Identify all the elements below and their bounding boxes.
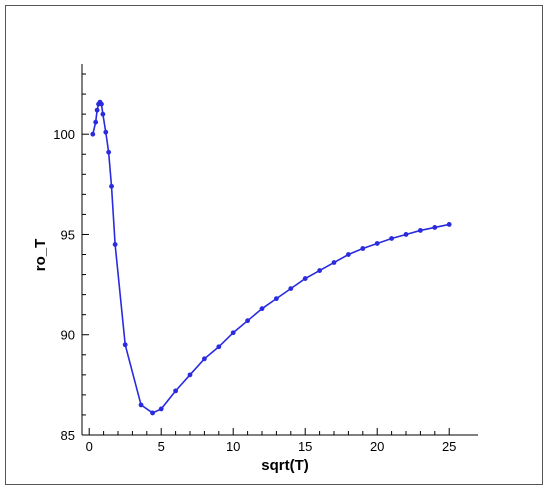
data-point	[403, 232, 409, 237]
data-point	[259, 306, 265, 312]
data-point	[109, 183, 114, 189]
data-point	[418, 228, 423, 233]
data-point	[93, 119, 99, 125]
data-point	[94, 107, 100, 113]
y-tick-label: 85	[61, 428, 75, 443]
data-point	[346, 252, 351, 257]
data-point	[150, 410, 155, 416]
y-axis-title: ro_T	[32, 239, 49, 272]
data-point	[245, 318, 251, 324]
data-point	[138, 402, 144, 408]
data-point	[317, 268, 322, 273]
data-point	[432, 225, 438, 230]
series	[90, 99, 452, 416]
y-tick-label: 90	[61, 328, 75, 343]
x-axis-title: sqrt(T)	[261, 457, 309, 474]
data-point	[90, 131, 96, 137]
data-point	[389, 236, 394, 241]
data-point	[446, 222, 452, 227]
x-tick-label: 0	[86, 439, 93, 454]
x-tick-label: 25	[442, 439, 456, 454]
y-ticks: 85 90 95 100	[53, 73, 89, 443]
chart-frame	[5, 5, 543, 485]
data-point	[360, 246, 366, 251]
x-ticks: 0 5 10 15 20 25	[86, 428, 456, 454]
data-point	[302, 276, 308, 281]
data-point	[187, 372, 193, 378]
data-point	[288, 286, 294, 292]
data-point	[103, 129, 109, 135]
data-point	[122, 342, 128, 348]
series-line	[92, 100, 450, 414]
data-point	[230, 330, 236, 336]
y-tick-label: 100	[53, 127, 75, 142]
data-point	[106, 149, 112, 155]
data-point	[158, 406, 164, 412]
data-point	[173, 388, 179, 394]
data-point	[99, 101, 104, 107]
data-point	[216, 344, 222, 350]
axes	[81, 64, 478, 436]
data-point	[274, 296, 279, 302]
x-tick-label: 5	[158, 439, 165, 454]
x-tick-label: 10	[226, 439, 240, 454]
data-point	[374, 241, 380, 246]
data-point	[100, 111, 106, 117]
x-tick-label: 20	[370, 439, 384, 454]
data-point	[331, 260, 337, 265]
x-tick-label: 15	[298, 439, 312, 454]
y-tick-label: 95	[61, 227, 75, 242]
data-point	[202, 356, 207, 362]
data-point	[112, 242, 118, 247]
